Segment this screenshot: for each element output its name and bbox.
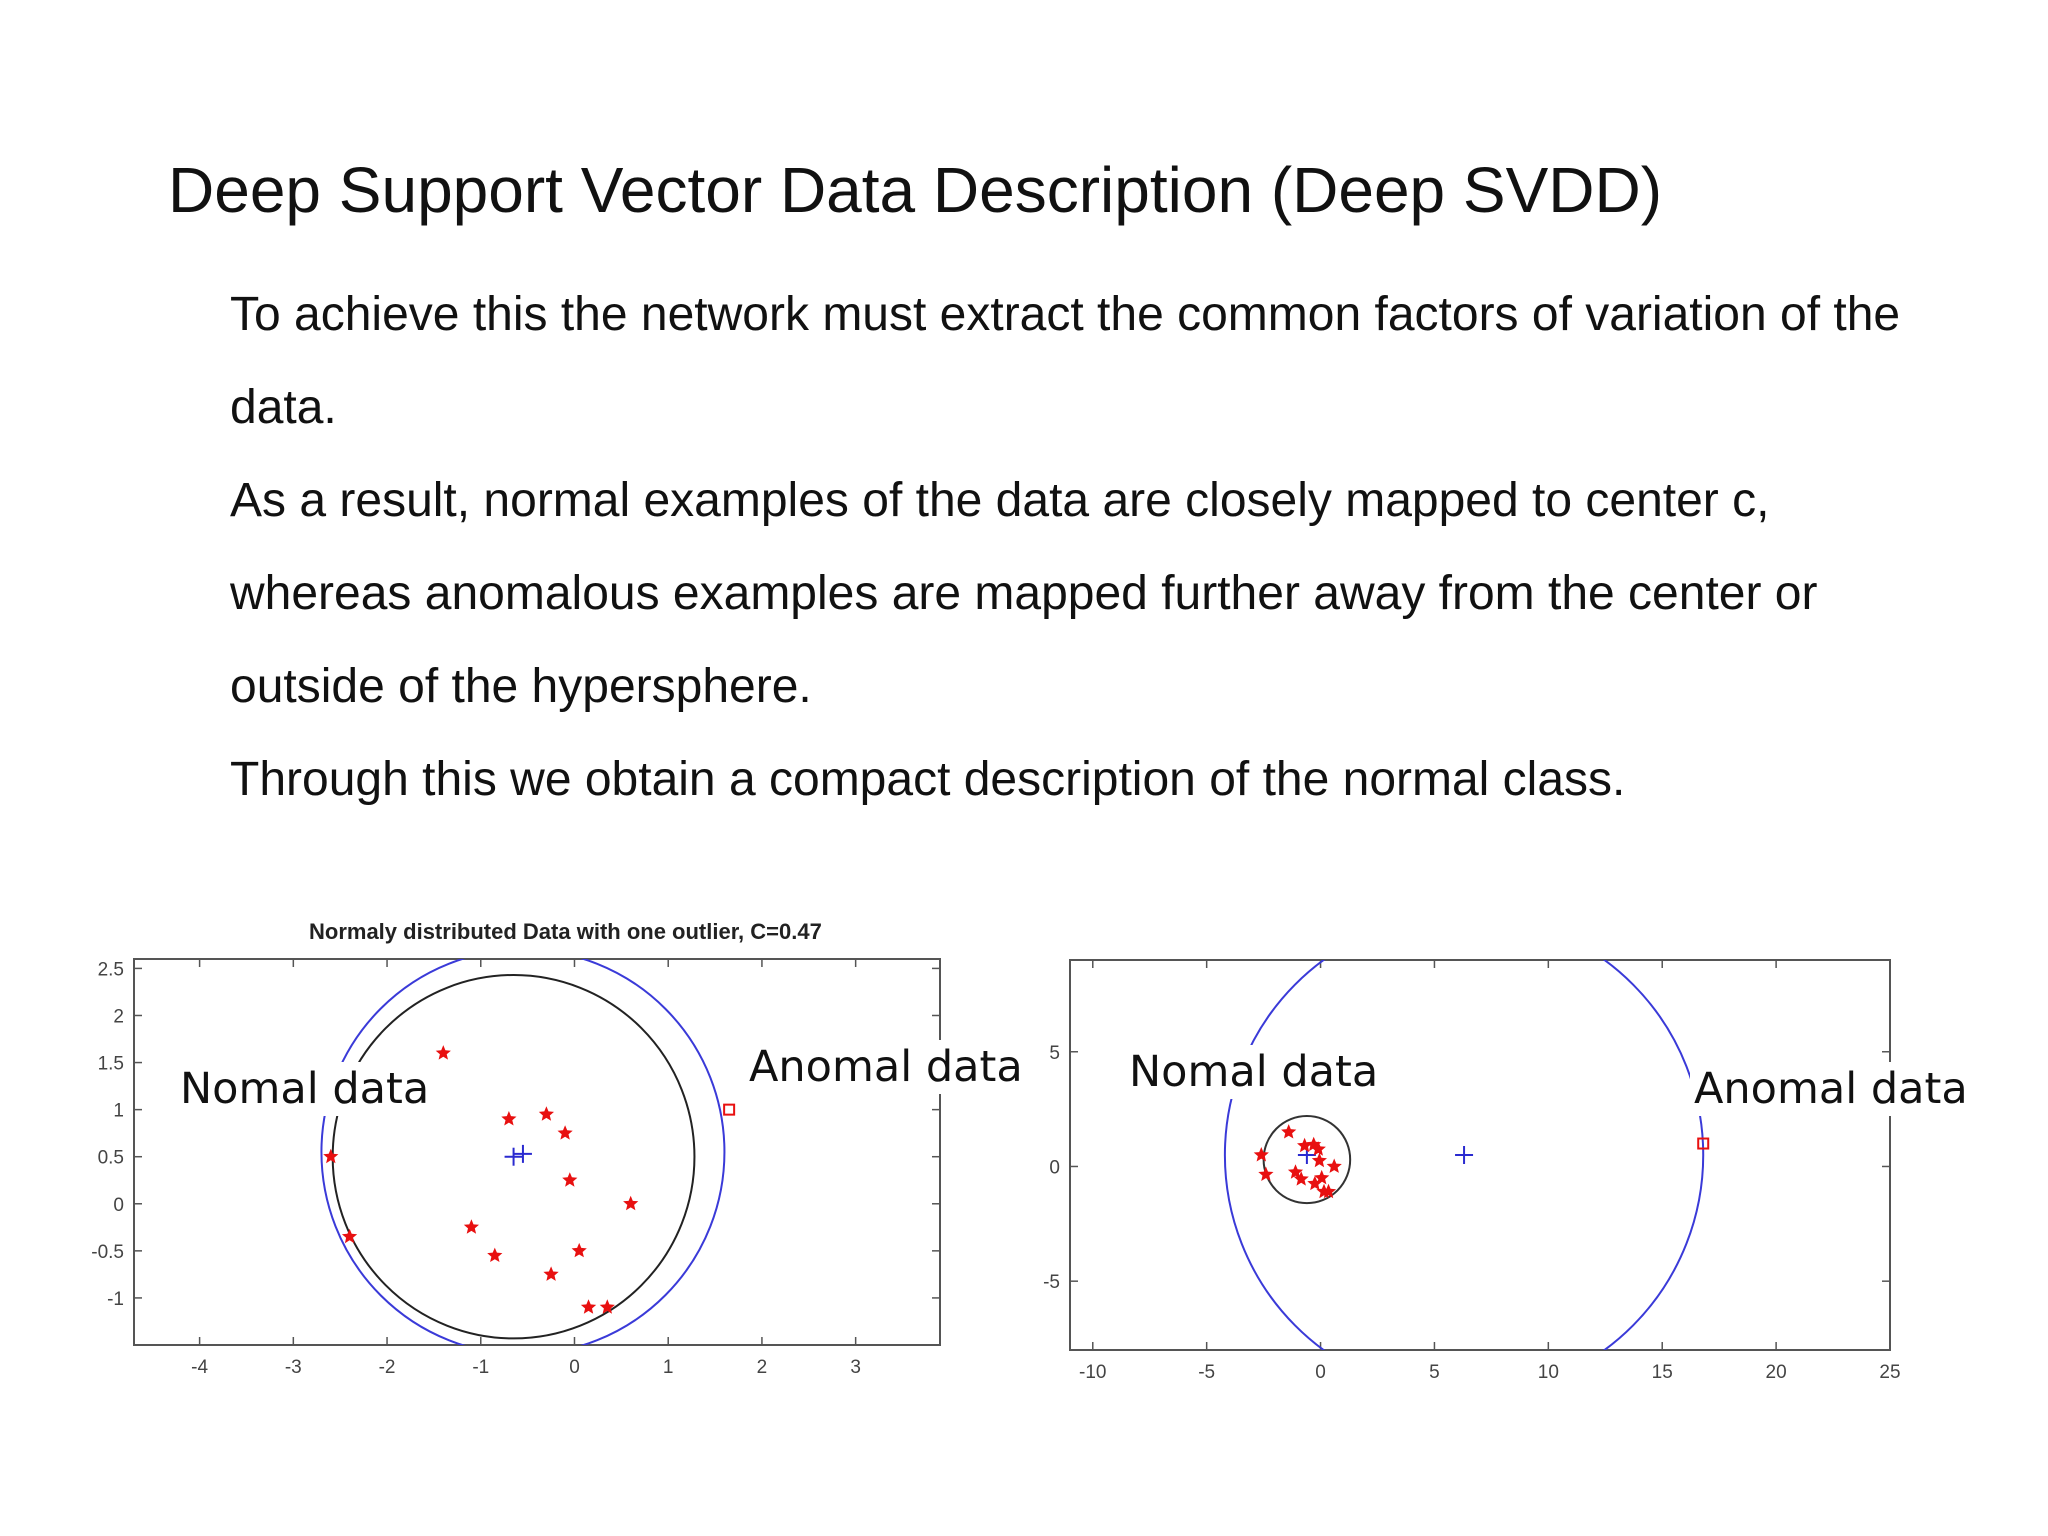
right-normal-data-label: Nomal data bbox=[1125, 1045, 1383, 1099]
normal-point bbox=[341, 1228, 358, 1244]
normal-point bbox=[599, 1299, 615, 1314]
plot-frame bbox=[1069, 959, 1891, 1351]
x-tick-label: -4 bbox=[191, 1357, 208, 1378]
right-svdd-chart: -10 -5 0 5 10 15 20 25 -5 0 5 bbox=[1043, 959, 1901, 1383]
slide-body: To achieve this the network must extract… bbox=[230, 268, 1930, 826]
y-tick-label: 0.5 bbox=[98, 1148, 124, 1169]
normal-point bbox=[487, 1247, 503, 1262]
y-tick-label: 1 bbox=[113, 1101, 124, 1122]
x-tick-label: 15 bbox=[1652, 1362, 1673, 1383]
body-paragraph: Through this we obtain a compact descrip… bbox=[230, 753, 1626, 806]
normal-point bbox=[1326, 1158, 1342, 1173]
normal-point bbox=[435, 1045, 451, 1060]
y-tick-label: 2.5 bbox=[98, 959, 124, 980]
outlier-point bbox=[1697, 1137, 1710, 1150]
normal-point bbox=[1258, 1166, 1274, 1181]
left-anomal-data-label: Anomal data bbox=[745, 1040, 1027, 1094]
outlier-point bbox=[723, 1103, 736, 1116]
plot-area bbox=[320, 959, 736, 1345]
x-tick-label: 25 bbox=[1879, 1362, 1900, 1383]
left-svdd-chart: Normaly distributed Data with one outlie… bbox=[91, 919, 941, 1378]
y-tick-label: 1.5 bbox=[98, 1054, 124, 1075]
x-tick-label: 1 bbox=[663, 1357, 674, 1378]
left-normal-data-label: Nomal data bbox=[176, 1062, 434, 1116]
y-tick-label: 0 bbox=[113, 1195, 124, 1216]
normal-point bbox=[562, 1172, 578, 1187]
x-tick-label: 0 bbox=[569, 1357, 580, 1378]
normal-point bbox=[1320, 1183, 1337, 1199]
normal-point bbox=[1293, 1171, 1309, 1186]
normal-point bbox=[1310, 1141, 1326, 1156]
y-tick-label: 5 bbox=[1049, 1043, 1060, 1064]
x-tick-label: 3 bbox=[850, 1357, 861, 1378]
right-anomal-data-label: Anomal data bbox=[1690, 1062, 1972, 1116]
chart-title: Normaly distributed Data with one outlie… bbox=[309, 919, 822, 944]
boundary-circle bbox=[320, 959, 726, 1345]
normal-point bbox=[543, 1266, 559, 1281]
x-tick-label: 0 bbox=[1315, 1362, 1326, 1383]
y-tick-label: -5 bbox=[1043, 1272, 1060, 1293]
normal-point bbox=[463, 1219, 479, 1234]
y-tick-label: -1 bbox=[107, 1289, 124, 1310]
x-tick-label: 5 bbox=[1429, 1362, 1440, 1383]
y-tick-label: 2 bbox=[113, 1006, 124, 1027]
normal-point bbox=[538, 1106, 554, 1121]
normal-point bbox=[580, 1299, 597, 1314]
normal-point bbox=[1253, 1147, 1269, 1162]
y-tick-label: -0.5 bbox=[91, 1242, 124, 1263]
x-tick-label: -1 bbox=[472, 1357, 489, 1378]
plot-area bbox=[1223, 960, 1710, 1350]
y-tick-label: 0 bbox=[1049, 1157, 1060, 1178]
slide-title: Deep Support Vector Data Description (De… bbox=[168, 154, 1663, 226]
body-paragraph: To achieve this the network must extract… bbox=[230, 288, 1901, 434]
x-tick-label: -2 bbox=[379, 1357, 396, 1378]
body-paragraph: As a result, normal examples of the data… bbox=[230, 474, 1818, 713]
x-tick-label: 2 bbox=[757, 1357, 768, 1378]
normal-point bbox=[1297, 1137, 1313, 1153]
normal-point bbox=[1314, 1169, 1330, 1185]
normal-point bbox=[557, 1125, 573, 1140]
normal-point bbox=[1311, 1152, 1327, 1168]
x-tick-label: 10 bbox=[1538, 1362, 1559, 1383]
x-tick-label: -10 bbox=[1079, 1362, 1106, 1383]
boundary-circle bbox=[1223, 960, 1705, 1350]
normal-point bbox=[1307, 1175, 1323, 1191]
normal-point bbox=[1281, 1124, 1297, 1139]
normal-point bbox=[623, 1195, 639, 1211]
normal-point bbox=[323, 1148, 339, 1164]
normal-point bbox=[571, 1242, 587, 1258]
normal-point bbox=[501, 1111, 517, 1126]
x-tick-label: 20 bbox=[1766, 1362, 1787, 1383]
plot-frame bbox=[133, 958, 941, 1346]
x-tick-label: -5 bbox=[1198, 1362, 1215, 1383]
x-tick-label: -3 bbox=[285, 1357, 302, 1378]
normal-point bbox=[1287, 1164, 1304, 1179]
